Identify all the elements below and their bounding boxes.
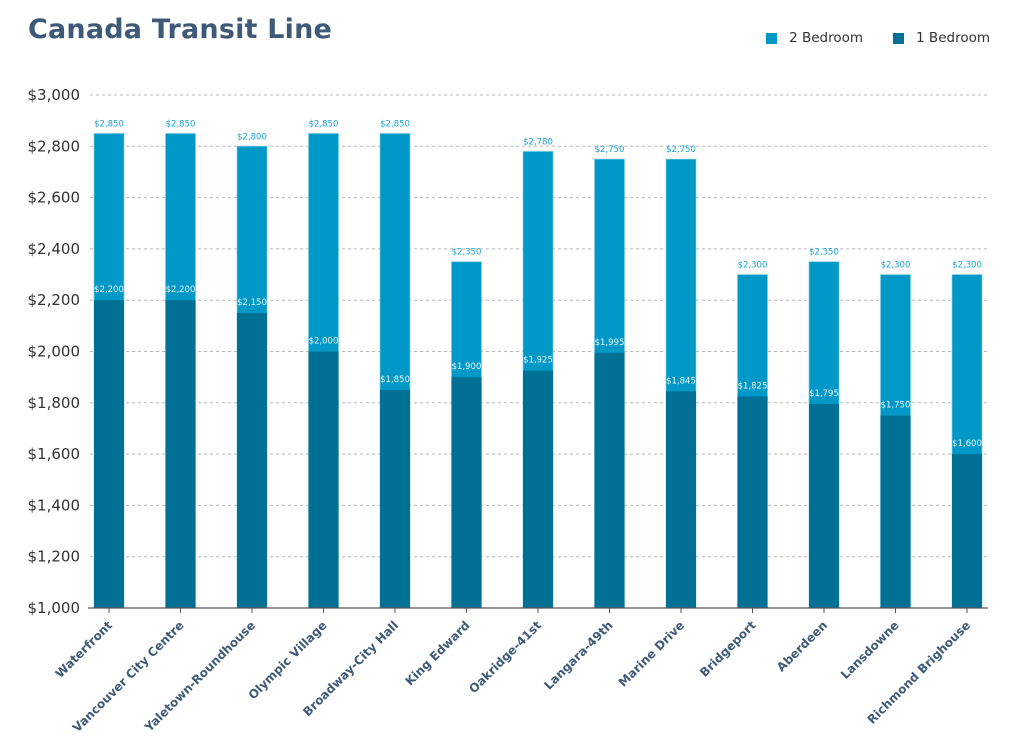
data-label-2-bedroom: $2,750 bbox=[595, 145, 625, 155]
bars bbox=[93, 133, 983, 609]
x-tick-label: Waterfront bbox=[53, 618, 116, 681]
y-tick-label: $2,400 bbox=[28, 240, 81, 258]
bar-1-bedroom bbox=[451, 377, 482, 608]
data-label-2-bedroom: $2,300 bbox=[952, 261, 982, 271]
bar-1-bedroom bbox=[523, 370, 553, 608]
data-label-1-bedroom: $2,200 bbox=[94, 285, 124, 295]
x-tick-label: Lansdowne bbox=[838, 618, 902, 682]
bar-1-bedroom bbox=[594, 352, 625, 608]
legend-item-2-bedroom: 2 Bedroom bbox=[766, 30, 863, 46]
data-label-1-bedroom: $1,845 bbox=[666, 376, 696, 386]
y-tick-label: $1,600 bbox=[28, 445, 81, 463]
data-label-1-bedroom: $1,795 bbox=[809, 389, 839, 399]
y-tick-label: $2,200 bbox=[28, 291, 81, 309]
data-label-1-bedroom: $1,825 bbox=[738, 381, 768, 391]
data-label-2-bedroom: $2,300 bbox=[881, 261, 911, 271]
y-tick-label: $1,200 bbox=[28, 548, 81, 566]
data-label-2-bedroom: $2,300 bbox=[738, 261, 768, 271]
bar-1-bedroom bbox=[308, 351, 339, 608]
bar-1-bedroom bbox=[952, 454, 982, 608]
legend-swatch-2-bedroom bbox=[766, 32, 778, 44]
x-tick-label: Oakridge-41st bbox=[466, 618, 544, 696]
data-label-1-bedroom: $1,925 bbox=[523, 356, 553, 366]
x-tick-label: Aberdeen bbox=[774, 618, 830, 674]
data-label-1-bedroom: $1,600 bbox=[952, 439, 982, 449]
legend-label-2-bedroom: 2 Bedroom bbox=[789, 30, 864, 46]
data-label-1-bedroom: $2,200 bbox=[166, 285, 196, 295]
data-label-2-bedroom: $2,780 bbox=[523, 137, 553, 147]
bar-1-bedroom bbox=[809, 404, 839, 608]
data-labels: $2,850 $2,200 $2,850 $2,200 $2,800 $2,150 $2,8… bbox=[94, 119, 982, 449]
data-label-2-bedroom: $2,850 bbox=[380, 119, 410, 129]
data-label-1-bedroom: $1,750 bbox=[881, 401, 911, 411]
x-tick-label: Olympic Village bbox=[246, 618, 330, 702]
x-tick-label: King Edward bbox=[402, 618, 472, 688]
y-tick-label: $2,800 bbox=[28, 137, 81, 155]
y-tick-label: $2,000 bbox=[28, 343, 81, 361]
legend-swatch-1-bedroom bbox=[893, 32, 905, 44]
data-label-1-bedroom: $1,900 bbox=[452, 362, 482, 372]
data-label-2-bedroom: $2,350 bbox=[452, 248, 482, 258]
y-axis: $1,000 $1,200 $1,400 $1,600 $1,800 $2,000 $2,2… bbox=[28, 86, 81, 617]
data-label-2-bedroom: $2,850 bbox=[166, 119, 196, 129]
data-label-2-bedroom: $2,800 bbox=[237, 132, 267, 142]
bar-1-bedroom bbox=[237, 313, 267, 608]
data-label-2-bedroom: $2,850 bbox=[309, 119, 339, 129]
bar-1-bedroom bbox=[737, 396, 768, 608]
x-tick-label: Marine Drive bbox=[616, 618, 687, 689]
y-tick-label: $1,000 bbox=[28, 599, 81, 617]
legend-item-1-bedroom: 1 Bedroom bbox=[893, 30, 990, 46]
data-label-2-bedroom: $2,750 bbox=[666, 145, 696, 155]
data-label-1-bedroom: $2,000 bbox=[309, 337, 339, 347]
data-label-1-bedroom: $1,995 bbox=[595, 338, 625, 348]
data-label-2-bedroom: $2,350 bbox=[809, 248, 839, 258]
data-label-1-bedroom: $2,150 bbox=[237, 298, 267, 308]
y-tick-label: $2,600 bbox=[28, 189, 81, 207]
data-label-2-bedroom: $2,850 bbox=[94, 119, 124, 129]
y-tick-label: $1,400 bbox=[28, 496, 81, 514]
bar-1-bedroom bbox=[165, 300, 196, 608]
y-tick-label: $1,800 bbox=[28, 394, 81, 412]
chart-title: Canada Transit Line bbox=[28, 14, 333, 45]
legend-label-1-bedroom: 1 Bedroom bbox=[916, 30, 990, 46]
bar-1-bedroom bbox=[666, 391, 696, 608]
bar-1-bedroom bbox=[880, 415, 911, 608]
x-tick-label: Bridgeport bbox=[697, 618, 759, 680]
bar-1-bedroom bbox=[94, 300, 124, 608]
y-tick-label: $3,000 bbox=[28, 86, 81, 104]
x-tick-label: Langara-49th bbox=[541, 618, 615, 692]
data-label-1-bedroom: $1,850 bbox=[380, 375, 410, 385]
bar-1-bedroom bbox=[380, 389, 410, 608]
legend: 2 Bedroom 1 Bedroom bbox=[736, 30, 990, 46]
